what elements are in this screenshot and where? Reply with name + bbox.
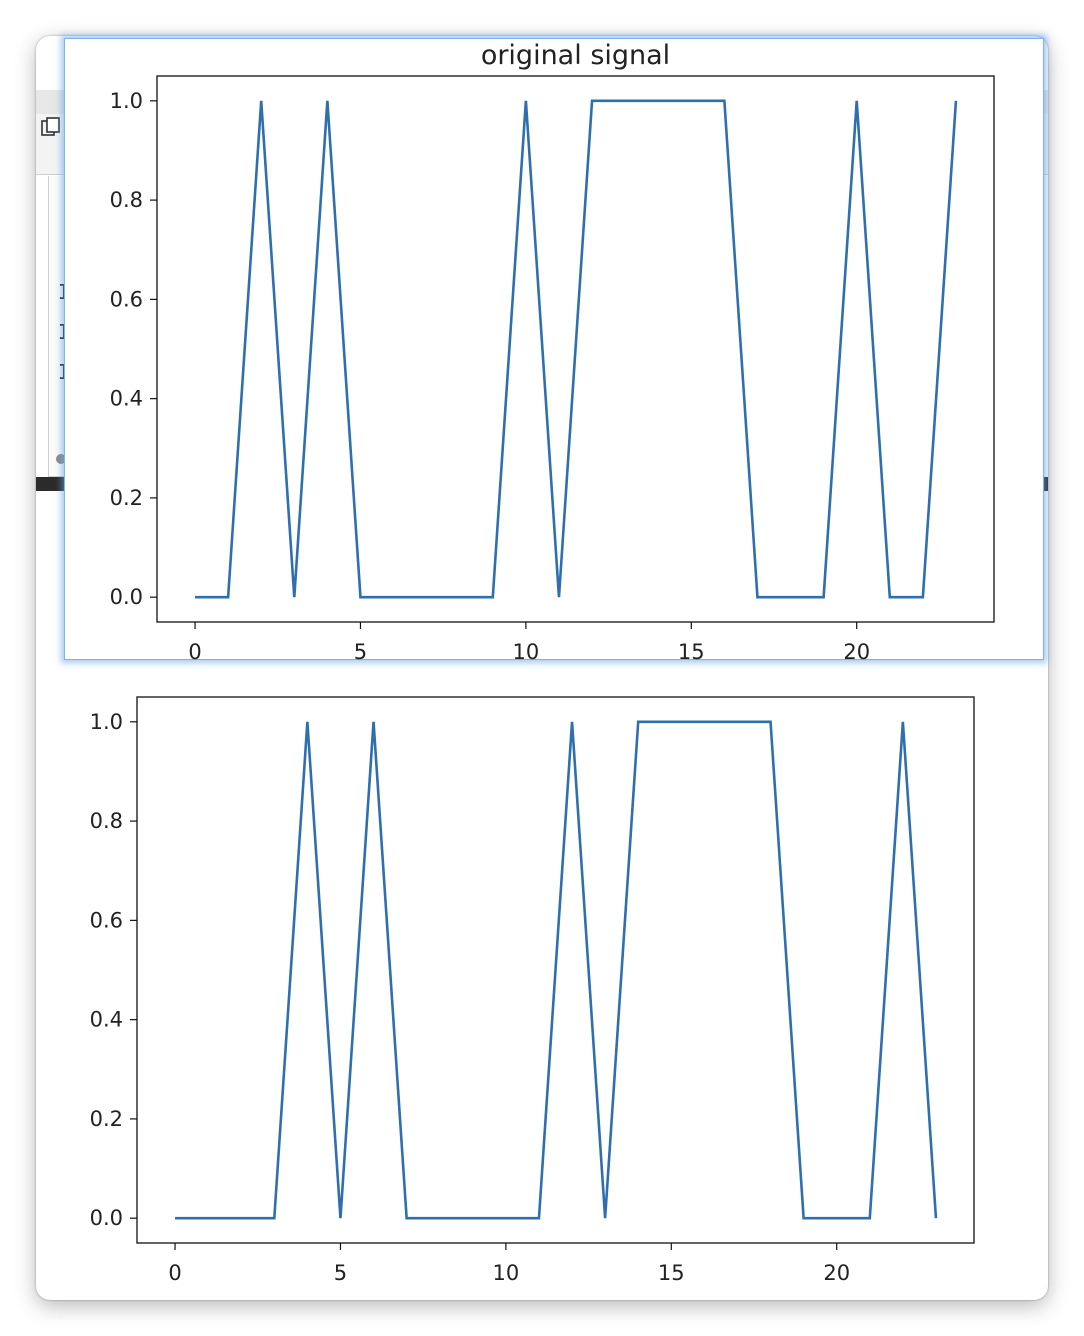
chart1-ytick-label: 0.8 xyxy=(110,188,143,212)
chart2-xtick-label: 10 xyxy=(493,1261,520,1285)
chart2-xtick-label: 20 xyxy=(823,1261,850,1285)
chart1-plot-frame xyxy=(156,75,995,623)
chart1-xtick-label: 0 xyxy=(188,640,201,664)
chart2-plot-frame xyxy=(136,696,975,1244)
figure-popup-window[interactable] xyxy=(64,38,1044,660)
chart2-xtick-label: 15 xyxy=(658,1261,685,1285)
chart1-ytick-label: 0.2 xyxy=(110,486,143,510)
chart1-ytick-label: 1.0 xyxy=(110,89,143,113)
clipboard-icon[interactable] xyxy=(40,116,62,138)
chart1-ytick-label: 0.0 xyxy=(110,585,143,609)
scrollbar-thumb[interactable] xyxy=(56,454,66,464)
chart2-xtick-label: 5 xyxy=(334,1261,347,1285)
chart2-group: 0.0 0.2 0.4 0.6 0.8 1.0 0 5 10 15 20 xyxy=(90,696,975,1285)
chart2-ytick-label: 0.6 xyxy=(90,908,123,932)
chart2-ytick-label: 0.4 xyxy=(90,1008,123,1032)
chart1-xtick-label: 10 xyxy=(513,640,540,664)
chart1-group: original signal 0.0 0.2 0.4 0.6 0.8 1.0 0 5 10 15 2… xyxy=(110,40,995,664)
chart2-ytick-label: 1.0 xyxy=(90,710,123,734)
chart2-series-0-line xyxy=(175,720,938,1220)
chart1-ytick-label: 0.6 xyxy=(110,287,143,311)
chart2-ytick-label: 0.8 xyxy=(90,809,123,833)
chart1-title: original signal xyxy=(481,40,670,71)
chart1-ytick-label: 0.4 xyxy=(110,387,143,411)
chart2-ytick-label: 0.0 xyxy=(90,1206,123,1230)
chart1-xtick-label: 20 xyxy=(843,640,870,664)
chart1-series-0-line xyxy=(195,99,958,599)
chart2-xtick-label: 0 xyxy=(168,1261,181,1285)
chart1-xtick-label: 15 xyxy=(678,640,705,664)
chart1-xtick-label: 5 xyxy=(354,640,367,664)
chart2-ytick-label: 0.2 xyxy=(90,1107,123,1131)
